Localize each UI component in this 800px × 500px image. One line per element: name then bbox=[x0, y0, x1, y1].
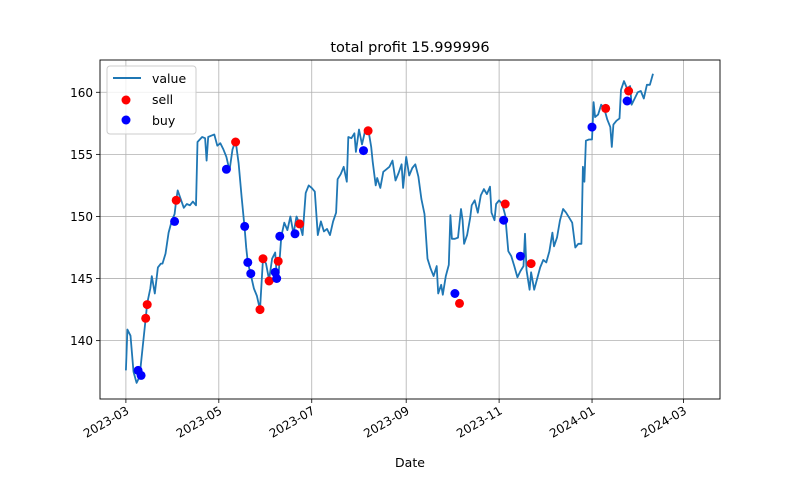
y-tick-label: 160 bbox=[70, 86, 93, 100]
sell-point bbox=[526, 259, 536, 269]
sell-point bbox=[141, 313, 151, 323]
buy-point bbox=[499, 215, 509, 225]
buy-point bbox=[515, 251, 525, 261]
plot-frame bbox=[99, 59, 721, 400]
legend-value-label: value bbox=[152, 71, 186, 86]
sell-point bbox=[273, 256, 283, 266]
buy-point bbox=[622, 96, 632, 106]
sell-point bbox=[255, 305, 265, 315]
sell-point bbox=[142, 300, 152, 310]
legend-buy-label: buy bbox=[152, 113, 176, 128]
sell-point bbox=[231, 137, 241, 147]
buy-point bbox=[275, 231, 285, 241]
sell-point bbox=[363, 126, 373, 136]
y-tick-label: 155 bbox=[70, 148, 93, 162]
sell-point bbox=[601, 103, 611, 113]
grid bbox=[100, 60, 720, 399]
y-tick-label: 145 bbox=[70, 272, 93, 286]
sell-point bbox=[500, 199, 510, 209]
legend-buy-marker bbox=[121, 115, 131, 125]
buy-point bbox=[272, 274, 282, 283]
buy-point bbox=[243, 257, 253, 267]
legend: value sell buy bbox=[106, 65, 197, 135]
buy-point bbox=[136, 370, 146, 380]
y-tick-label: 150 bbox=[70, 210, 93, 224]
buy-point bbox=[170, 216, 180, 226]
chart-title: total profit 15.999996 bbox=[330, 40, 489, 56]
sell-point bbox=[295, 219, 305, 229]
sell-point bbox=[264, 276, 274, 286]
sell-point bbox=[455, 298, 464, 308]
y-tick-label: 140 bbox=[70, 334, 93, 348]
buy-point bbox=[290, 229, 300, 239]
buy-point bbox=[246, 269, 256, 279]
buy-point bbox=[221, 164, 231, 174]
tick-marks bbox=[96, 91, 684, 403]
legend-sell-marker bbox=[121, 95, 131, 105]
plot-area bbox=[125, 73, 654, 384]
legend-sell-label: sell bbox=[152, 92, 173, 107]
x-axis-label: Date bbox=[395, 455, 425, 470]
sell-point bbox=[624, 86, 634, 96]
buy-point bbox=[587, 122, 597, 132]
buy-point bbox=[240, 221, 250, 231]
sell-point bbox=[258, 254, 268, 264]
sell-point bbox=[171, 195, 181, 205]
buy-point bbox=[359, 146, 368, 156]
series-line-value bbox=[125, 73, 654, 384]
buy-point bbox=[450, 289, 460, 298]
y-tick-labels: 140 145 150 155 160 bbox=[70, 86, 93, 348]
